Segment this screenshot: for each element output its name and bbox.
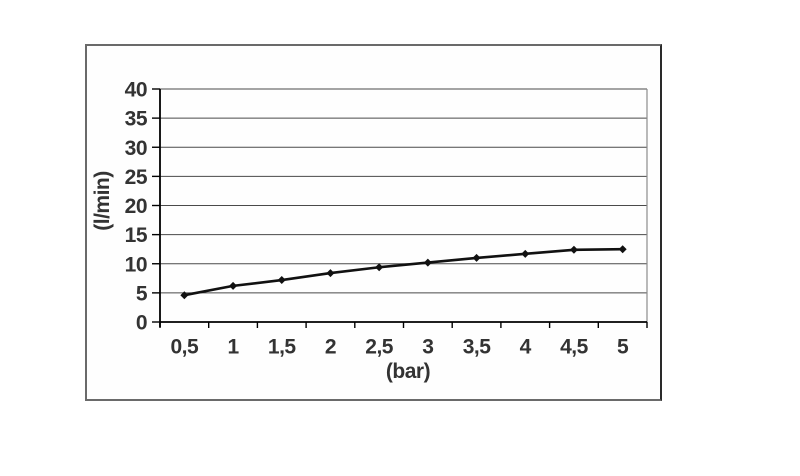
data-point-marker [375, 263, 384, 272]
x-tick-label: 3 [422, 336, 433, 359]
data-point-marker [472, 253, 481, 262]
y-tick-label: 15 [125, 224, 148, 247]
chart-frame [85, 44, 662, 401]
x-tick-label: 2 [325, 336, 336, 359]
x-tick-label: 1 [227, 336, 239, 359]
x-tick-label: 4 [520, 336, 532, 359]
data-point-marker [521, 249, 530, 258]
x-tick-label: 4,5 [560, 336, 589, 359]
y-tick-label: 35 [125, 108, 148, 131]
x-tick-label: 0,5 [170, 336, 199, 359]
data-point-marker [277, 276, 286, 285]
y-tick-label: 20 [125, 195, 147, 218]
y-tick-label: 30 [125, 137, 147, 160]
y-tick-label: 5 [136, 282, 148, 305]
data-point-marker [229, 281, 238, 290]
y-axis-title: (l/min) [91, 171, 114, 231]
y-tick-label: 0 [136, 312, 147, 335]
flow-curve [183, 247, 624, 297]
x-tick-label: 1,5 [268, 336, 297, 359]
data-point-marker [423, 258, 432, 267]
x-tick-label: 3,5 [463, 336, 492, 359]
x-axis-title: (bar) [385, 360, 431, 383]
data-point-marker [569, 245, 578, 254]
y-tick-label: 40 [125, 79, 147, 102]
data-point-marker [618, 245, 627, 254]
data-point-marker [326, 269, 335, 278]
y-tick-label: 25 [125, 166, 148, 189]
data-point-marker [180, 291, 189, 300]
x-tick-label: 2,5 [365, 336, 394, 359]
y-tick-label: 10 [125, 253, 147, 276]
x-tick-label: 5 [617, 336, 629, 359]
